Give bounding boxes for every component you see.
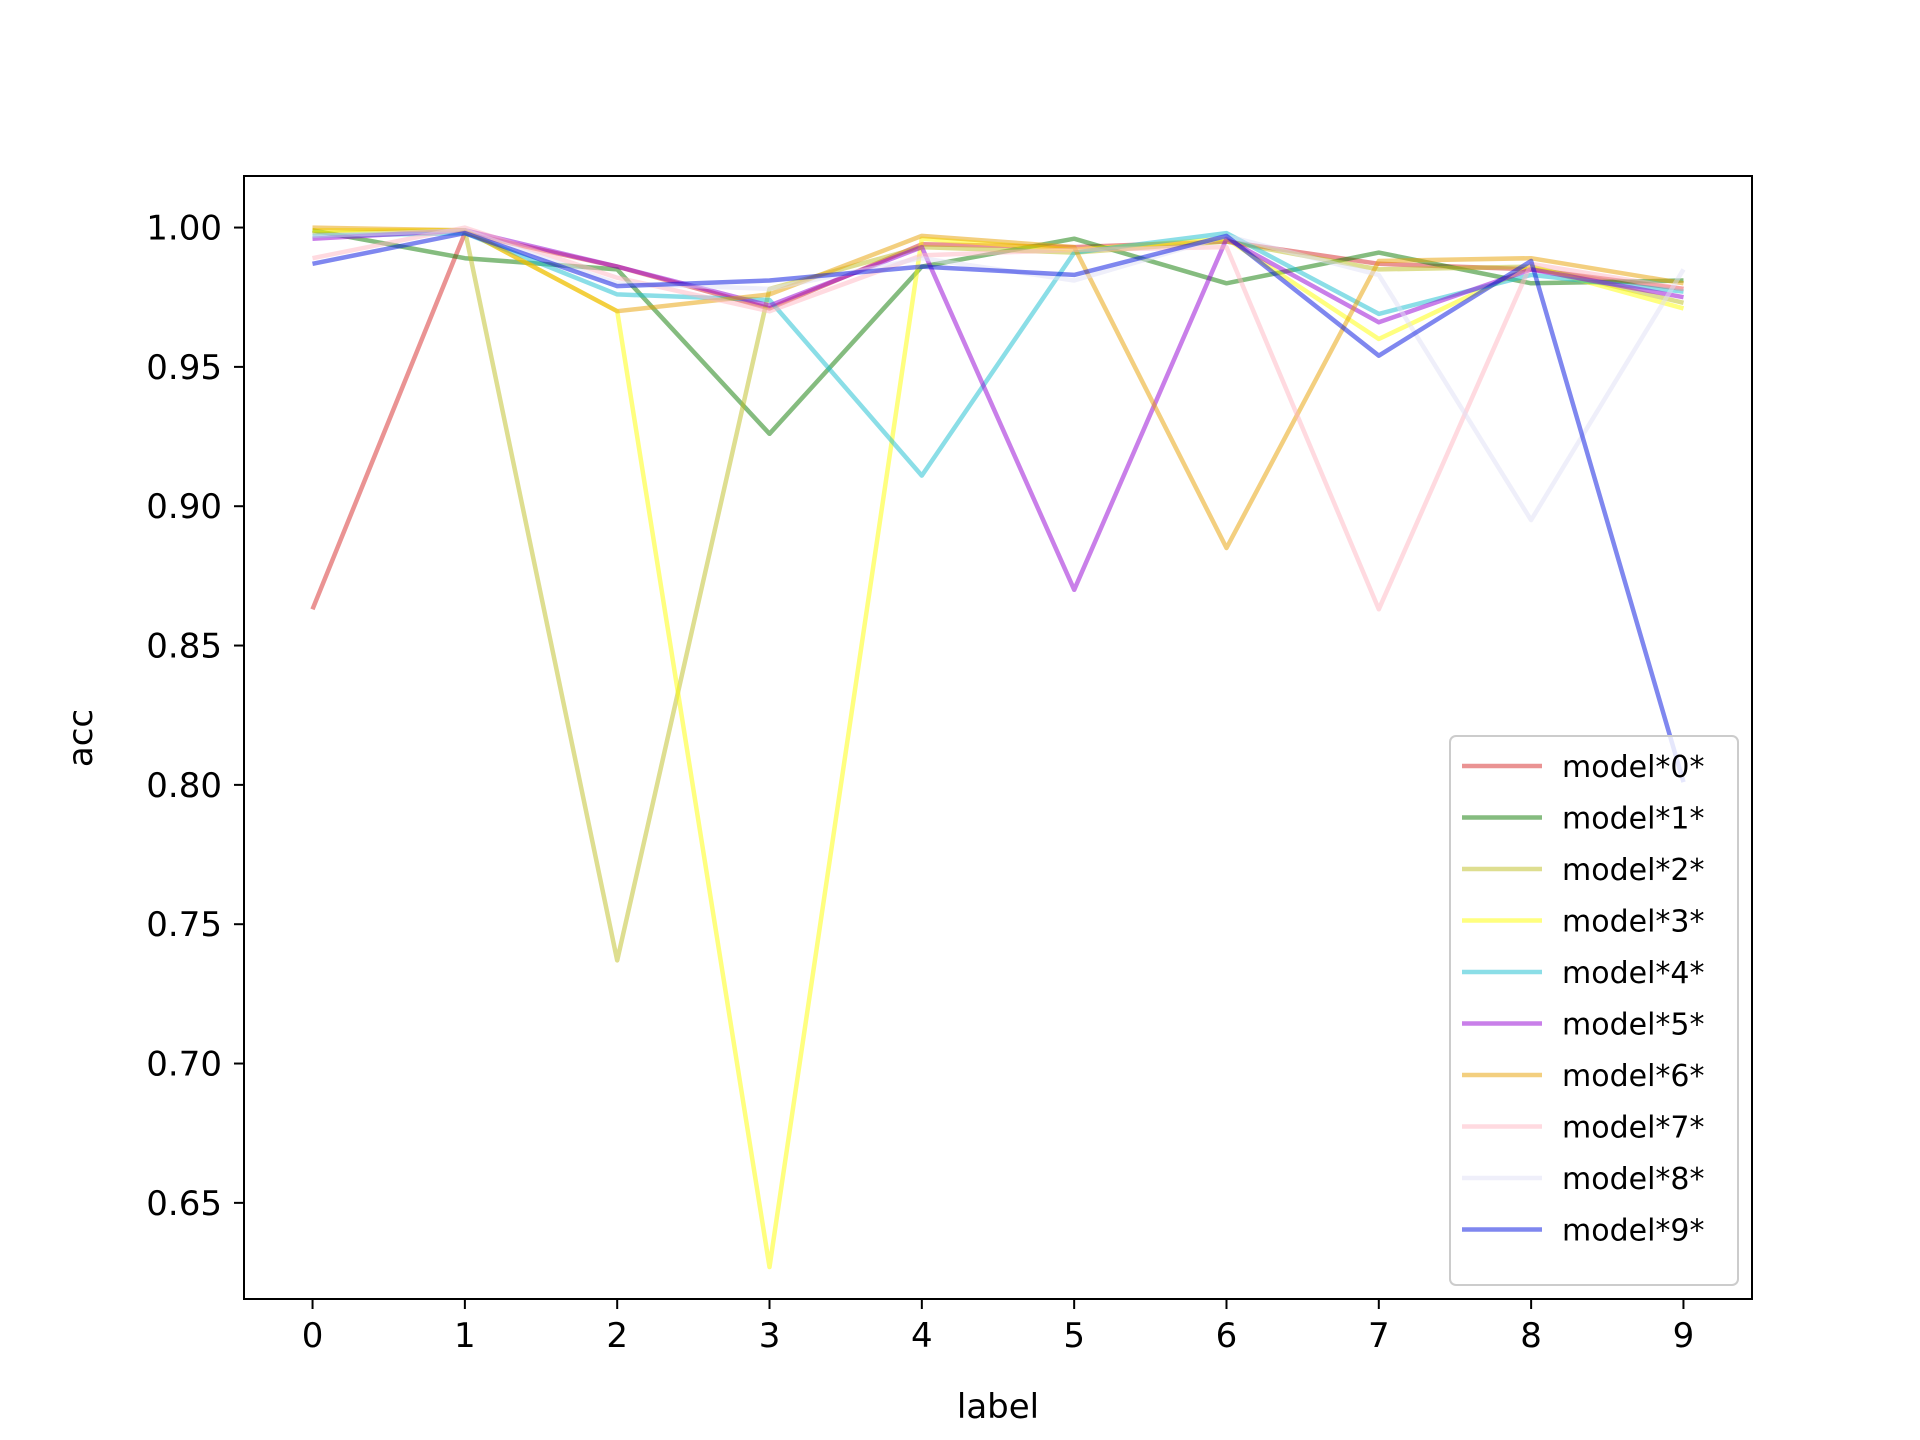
x-axis-label: label bbox=[957, 1387, 1039, 1427]
x-tick-label: 6 bbox=[1216, 1316, 1238, 1356]
legend-label-7: model*7* bbox=[1562, 1111, 1705, 1146]
y-axis: 0.65 0.70 0.75 0.80 0.85 0.90 0.95 1.00 bbox=[146, 209, 244, 1224]
series-line-9 bbox=[312, 230, 1686, 783]
x-tick-label: 9 bbox=[1673, 1316, 1695, 1356]
series-lines bbox=[310, 225, 1686, 1270]
series-line-2 bbox=[312, 228, 1685, 963]
x-tick-label: 1 bbox=[454, 1316, 476, 1356]
legend-label-9: model*9* bbox=[1562, 1214, 1705, 1249]
legend-label-8: model*8* bbox=[1562, 1162, 1705, 1197]
legend: model*0* model*1* model*2* model*3* model*4*… bbox=[1449, 735, 1739, 1286]
legend-label-5: model*5* bbox=[1562, 1008, 1705, 1043]
legend-box bbox=[1449, 735, 1739, 1286]
y-tick-label: 0.75 bbox=[146, 905, 222, 945]
x-tick-label: 4 bbox=[911, 1316, 933, 1356]
series-line-6 bbox=[312, 225, 1684, 551]
x-tick-label: 2 bbox=[606, 1316, 628, 1356]
x-tick-label: 8 bbox=[1520, 1316, 1542, 1356]
y-tick-label: 0.65 bbox=[146, 1184, 222, 1224]
x-tick-label: 3 bbox=[759, 1316, 781, 1356]
legend-label-0: model*0* bbox=[1562, 750, 1705, 785]
legend-label-2: model*2* bbox=[1562, 853, 1705, 888]
y-tick-label: 0.70 bbox=[146, 1045, 222, 1085]
x-tick-label: 7 bbox=[1368, 1316, 1390, 1356]
x-tick-label: 0 bbox=[302, 1316, 324, 1356]
y-tick-label: 0.90 bbox=[146, 487, 222, 527]
legend-label-1: model*1* bbox=[1562, 802, 1705, 837]
x-tick-label: 5 bbox=[1063, 1316, 1085, 1356]
legend-label-3: model*3* bbox=[1562, 905, 1705, 940]
legend-label-4: model*4* bbox=[1562, 956, 1705, 991]
y-tick-label: 0.95 bbox=[146, 348, 222, 388]
y-axis-label: acc bbox=[61, 709, 101, 767]
y-tick-label: 0.85 bbox=[146, 627, 222, 667]
legend-label-6: model*6* bbox=[1562, 1059, 1705, 1094]
y-tick-label: 0.80 bbox=[146, 766, 222, 806]
series-line-7 bbox=[312, 225, 1684, 612]
y-tick-label: 1.00 bbox=[146, 209, 222, 249]
series-line-5 bbox=[312, 228, 1684, 593]
plot-frame bbox=[243, 175, 1753, 1300]
x-axis: 0 1 2 3 4 5 6 7 8 9 bbox=[302, 1299, 1695, 1356]
